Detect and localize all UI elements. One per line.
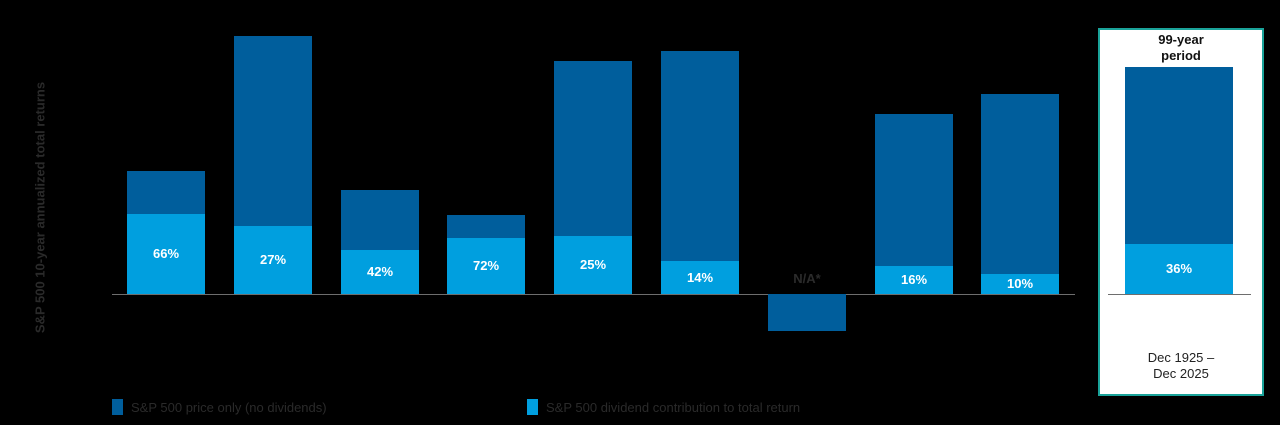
dividend-share-label: 10% — [1006, 276, 1034, 291]
dividend-share-label: 72% — [472, 258, 500, 273]
bar-price-only — [234, 36, 312, 226]
bar-price-negative — [768, 294, 846, 331]
panel-dividend-share-label: 36% — [1165, 261, 1193, 276]
dividend-share-label: 25% — [579, 257, 607, 272]
bar-dividend — [341, 250, 419, 294]
legend-item-dividend: S&P 500 dividend contribution to total r… — [527, 399, 800, 415]
bar-price-only — [875, 114, 953, 266]
dividend-share-label: 66% — [152, 246, 180, 261]
bar-price-only — [341, 190, 419, 250]
legend-swatch-dark — [112, 399, 123, 415]
dividend-share-label: 42% — [366, 264, 394, 279]
dividend-share-label: 16% — [900, 272, 928, 287]
panel-date-range: Dec 1925 – Dec 2025 — [1147, 350, 1215, 381]
bar-dividend — [661, 261, 739, 294]
panel-bar-dividend — [1125, 244, 1233, 294]
panel-title: 99-year period — [1158, 32, 1204, 63]
bar-price-only — [127, 171, 205, 214]
dividend-share-label: 14% — [686, 269, 714, 285]
legend-item-price-only: S&P 500 price only (no dividends) — [112, 399, 327, 415]
bar-price-only — [981, 94, 1059, 274]
bar-price-only — [661, 51, 739, 261]
bar-dividend — [234, 226, 312, 294]
panel-baseline — [1108, 294, 1251, 295]
x-axis-baseline — [112, 294, 1075, 295]
bar-dividend — [127, 214, 205, 294]
bar-dividend — [554, 236, 632, 294]
dividend-share-label: 27% — [259, 252, 287, 267]
bar-dividend — [447, 238, 525, 294]
bar-price-only — [447, 215, 525, 238]
legend-swatch-light — [527, 399, 538, 415]
bar-dividend — [875, 266, 953, 294]
bar-price-only — [554, 61, 632, 236]
na-label: N/A* — [793, 271, 821, 286]
bar-dividend — [981, 274, 1059, 294]
y-axis-label: S&P 500 10-year annualized total returns — [32, 81, 48, 334]
panel-bar-price-only — [1125, 67, 1233, 244]
